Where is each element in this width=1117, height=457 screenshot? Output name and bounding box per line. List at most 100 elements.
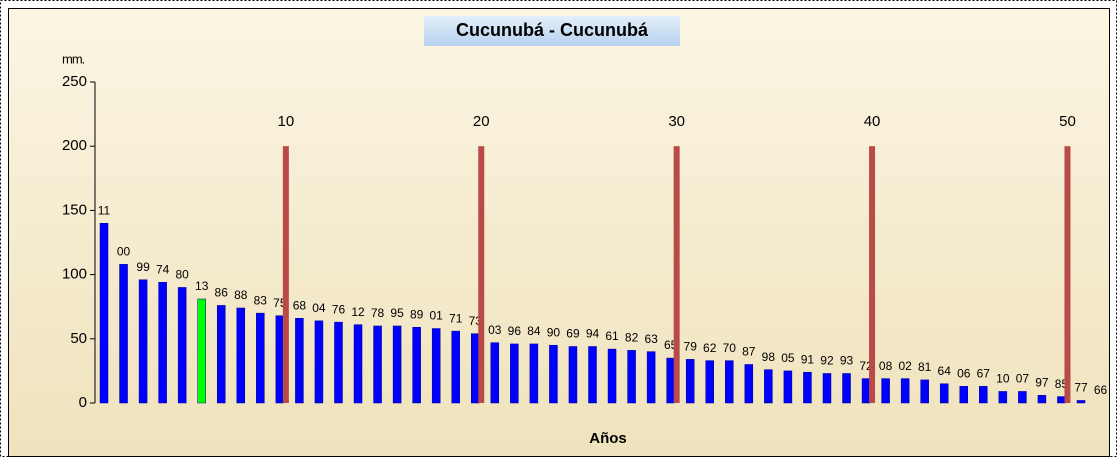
- bar: [392, 325, 402, 404]
- bar: [412, 326, 421, 404]
- bar-label: 63: [644, 332, 658, 346]
- bar: [295, 318, 304, 404]
- bar: [646, 351, 656, 404]
- bar-label: 69: [566, 327, 580, 341]
- marker-line: [1064, 146, 1071, 403]
- bar: [744, 364, 754, 404]
- bar: [764, 369, 773, 404]
- bar-label: 67: [977, 366, 991, 380]
- bar: [705, 360, 714, 404]
- bar: [1057, 396, 1066, 404]
- bar: [353, 324, 363, 404]
- y-tick-label: 200: [62, 137, 87, 154]
- bar-label: 11: [98, 203, 111, 217]
- bar: [666, 357, 675, 404]
- bar: [900, 378, 910, 404]
- marker-line: [282, 146, 289, 403]
- bar: [256, 312, 265, 404]
- marker-label: 30: [668, 113, 685, 130]
- bar: [568, 346, 578, 404]
- bar: [177, 287, 187, 404]
- bar-label: 81: [918, 360, 932, 374]
- bar-label: 98: [762, 350, 776, 364]
- y-tick-label: 250: [62, 73, 87, 90]
- bar-label: 83: [254, 293, 268, 307]
- bar: [275, 315, 285, 404]
- marker-label: 50: [1059, 113, 1076, 130]
- title-box: [424, 16, 680, 46]
- bar-label: 13: [195, 279, 209, 293]
- bar: [627, 350, 636, 404]
- bar-label: 02: [898, 359, 912, 373]
- bar-label: 79: [684, 340, 698, 354]
- bar: [607, 348, 617, 404]
- bar: [803, 371, 812, 404]
- bar-label: 10: [996, 372, 1010, 386]
- bar-label: 61: [605, 329, 619, 343]
- bar: [529, 343, 539, 404]
- bar-label: 99: [136, 260, 150, 274]
- bar-label: 86: [215, 286, 229, 300]
- bar-label: 00: [117, 244, 131, 258]
- bar: [920, 379, 929, 404]
- bar: [959, 386, 969, 404]
- bar: [158, 282, 167, 404]
- bar: [334, 321, 343, 404]
- bar-label: 71: [449, 311, 463, 325]
- bar-label: 12: [351, 305, 365, 319]
- bar: [783, 370, 793, 404]
- bar: [725, 360, 734, 404]
- marker-line: [869, 146, 876, 403]
- bar-label: 82: [625, 331, 639, 345]
- bar-label: 94: [586, 327, 600, 341]
- bar: [431, 328, 441, 404]
- y-tick-label: 150: [62, 201, 87, 218]
- bar: [314, 320, 324, 404]
- y-axis-label: mm.: [62, 51, 85, 66]
- bar-label: 74: [156, 262, 170, 276]
- bar-label: 64: [938, 364, 952, 378]
- bar-label: 97: [1035, 375, 1049, 389]
- bar: [998, 391, 1008, 404]
- bar-label: 80: [175, 268, 189, 282]
- bar-label: 78: [371, 306, 385, 320]
- y-tick-label: 0: [79, 394, 87, 411]
- bar-label: 87: [742, 345, 756, 359]
- marker-line: [673, 146, 680, 403]
- bar-label: 05: [781, 351, 795, 365]
- chart-title: Cucunubá - Cucunubá: [456, 20, 649, 40]
- bar-label: 03: [488, 323, 502, 337]
- bar: [216, 305, 226, 404]
- marker-label: 20: [473, 113, 490, 130]
- bar: [842, 373, 851, 404]
- bar: [588, 346, 597, 404]
- bar-label: 95: [390, 306, 404, 320]
- bar: [197, 298, 206, 404]
- bar-label: 07: [1016, 372, 1030, 386]
- bar: [861, 378, 871, 404]
- bar: [471, 333, 480, 404]
- marker-label: 40: [864, 113, 881, 130]
- bar-label: 70: [723, 341, 737, 355]
- bar-label: 01: [430, 309, 444, 323]
- bar-label: 76: [332, 302, 346, 316]
- bar-label: 89: [410, 307, 424, 321]
- bar: [373, 325, 382, 404]
- bar: [99, 222, 109, 404]
- bar: [939, 383, 949, 404]
- bar: [451, 330, 460, 404]
- bar-label: 84: [527, 324, 541, 338]
- bar: [822, 373, 832, 404]
- bar-label: 06: [957, 366, 971, 380]
- bar-label: 68: [293, 298, 307, 312]
- bar: [1076, 400, 1086, 404]
- bar: [510, 343, 519, 404]
- bar: [1018, 391, 1027, 404]
- y-tick-label: 100: [62, 266, 87, 283]
- bar-label: 08: [879, 359, 893, 373]
- bar: [685, 359, 695, 404]
- marker-line: [478, 146, 485, 403]
- bar-label: 91: [801, 352, 815, 366]
- bar-label: 66: [1094, 383, 1108, 397]
